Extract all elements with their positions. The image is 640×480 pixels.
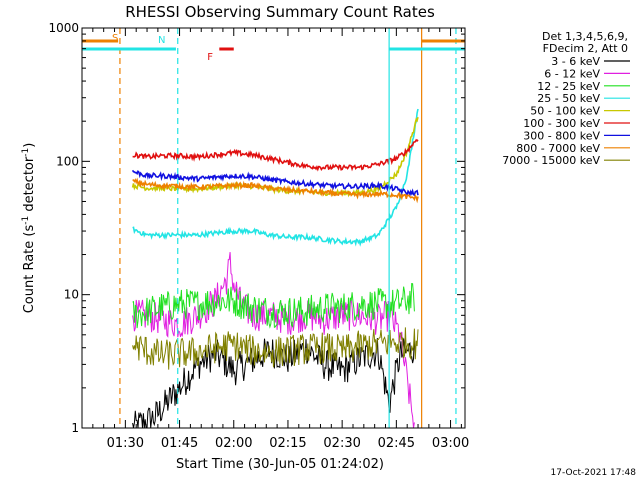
y-tick-label-0: 1 [71, 421, 79, 435]
plot-frame [81, 27, 466, 429]
x-tick-label-1: 01:45 [161, 436, 198, 451]
legend-label-7: 800 - 7000 keV [516, 142, 600, 155]
legend-label-0: 3 - 6 keV [551, 55, 600, 68]
y-tick-label-1: 10 [64, 288, 79, 302]
marker-layer: S N F [82, 28, 465, 428]
y-axis-label-end: ) [22, 143, 37, 148]
legend: Det 1,3,4,5,6,9, FDecim 2, Att 0 3 - 6 k… [502, 30, 630, 167]
legend-label-8: 7000 - 15000 keV [502, 154, 600, 167]
y-axis-label-main: Count Rate (s [22, 225, 37, 314]
x-tick-label-5: 02:45 [378, 436, 415, 451]
chart-title: RHESSI Observing Summary Count Rates [125, 3, 435, 21]
y-axis-label-sup1: -1 [21, 216, 31, 225]
series-line-5 [132, 138, 419, 172]
x-tick-label-0: 01:30 [107, 436, 144, 451]
x-tick-label-4: 02:30 [323, 436, 360, 451]
legend-label-5: 100 - 300 keV [523, 117, 600, 130]
series-line-7 [132, 177, 419, 204]
y-axis-label: Count Rate (s-1 detector-1) [21, 143, 37, 314]
x-axis-label: Start Time (30-Jun-05 01:24:02) [176, 457, 384, 472]
x-tick-label-3: 02:15 [269, 436, 306, 451]
x-tick-label-6: 03:00 [432, 436, 469, 451]
series-line-3 [132, 108, 419, 247]
y-tick-label-3: 1000 [48, 21, 79, 35]
timestamp: 17-Oct-2021 17:48 [551, 468, 637, 478]
legend-header-2: FDecim 2, Att 0 [543, 42, 628, 55]
flag-label-0: S [112, 33, 118, 44]
series-layer [131, 108, 419, 429]
series-line-1 [132, 252, 415, 429]
legend-header-1: Det 1,3,4,5,6,9, [542, 30, 628, 43]
flag-label-1: N [158, 35, 165, 46]
x-axis-ticks: 01:30 01:45 02:00 02:15 02:30 02:45 03:00 [92, 28, 469, 451]
legend-label-1: 6 - 12 keV [544, 67, 600, 80]
y-axis-label-sup2: -1 [21, 148, 31, 157]
flag-label-2: F [207, 52, 213, 63]
y-tick-label-2: 100 [56, 154, 79, 168]
series-line-2 [132, 283, 415, 329]
legend-label-2: 12 - 25 keV [537, 80, 600, 93]
legend-label-3: 25 - 50 keV [537, 92, 600, 105]
series-line-6 [131, 169, 419, 198]
x-tick-label-2: 02:00 [215, 436, 252, 451]
y-axis-ticks: 1 10 100 1000 [48, 21, 465, 435]
y-axis-label-mid: detector [22, 156, 37, 216]
legend-label-4: 50 - 100 keV [530, 105, 600, 118]
legend-label-6: 300 - 800 keV [523, 129, 600, 142]
series-line-8 [132, 327, 419, 370]
